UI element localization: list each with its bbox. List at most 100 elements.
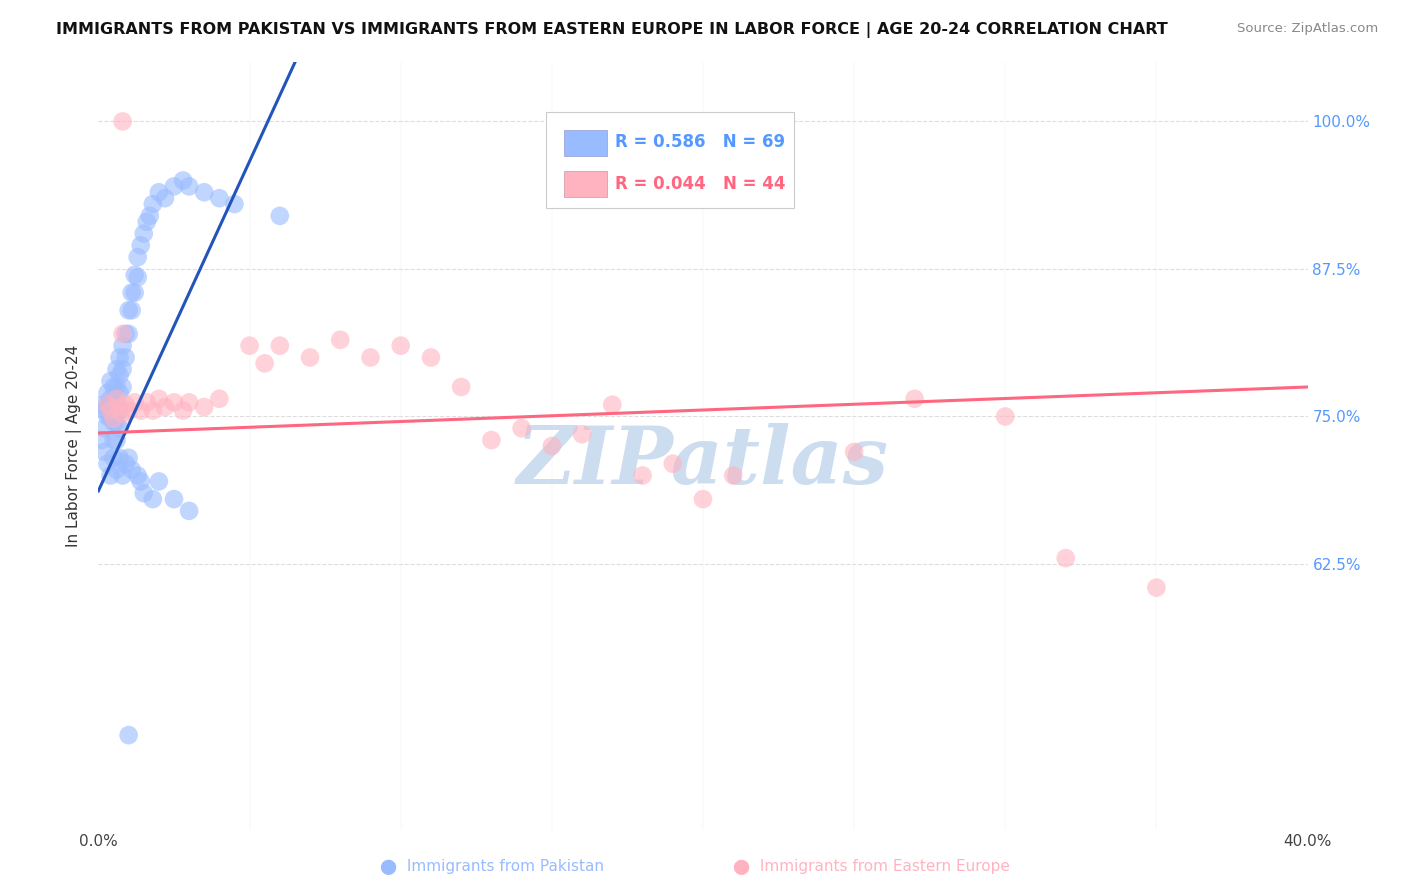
Point (111, 362, 134, 376)
Point (93, 445, 115, 459)
Point (100, 409, 122, 424)
Point (129, 238, 152, 252)
Point (103, 450, 125, 465)
Point (602, 398, 624, 412)
Point (299, 351, 322, 365)
Point (208, 191, 231, 205)
Point (139, 209, 162, 223)
Point (96, 398, 118, 412)
Point (108, 385, 131, 400)
Point (127, 270, 149, 285)
Y-axis label: In Labor Force | Age 20-24: In Labor Force | Age 20-24 (66, 345, 83, 547)
Point (179, 179, 201, 194)
Point (124, 285, 146, 300)
Point (100, 468, 122, 483)
Point (124, 395, 146, 409)
Point (132, 227, 155, 241)
Point (90, 433, 112, 447)
Text: Source: ZipAtlas.com: Source: ZipAtlas.com (1237, 22, 1378, 36)
Text: ZIPatlas: ZIPatlas (517, 423, 889, 500)
Point (118, 450, 141, 465)
Point (111, 339, 134, 353)
Point (103, 416, 125, 430)
Point (389, 339, 412, 353)
Point (108, 368, 131, 383)
Point (103, 398, 125, 412)
Point (142, 403, 165, 417)
Point (111, 380, 134, 394)
Point (111, 326, 134, 341)
Point (118, 326, 141, 341)
Point (132, 486, 155, 500)
FancyBboxPatch shape (564, 170, 607, 197)
Point (153, 400, 176, 414)
Point (1054, 551, 1077, 566)
Point (90, 398, 112, 412)
Point (723, 468, 745, 483)
Point (163, 395, 186, 409)
Point (96, 398, 118, 412)
Point (360, 351, 382, 365)
Point (105, 362, 128, 376)
Point (108, 400, 131, 414)
Point (105, 462, 128, 476)
Point (631, 468, 654, 483)
Point (148, 392, 170, 406)
Point (844, 445, 866, 459)
Point (1144, 581, 1167, 595)
Point (96, 409, 118, 424)
Point (142, 492, 165, 507)
Point (114, 326, 136, 341)
Point (93, 421, 115, 435)
Point (239, 339, 262, 353)
Point (96, 457, 118, 471)
Point (118, 728, 141, 742)
Point (121, 462, 143, 476)
Point (100, 392, 122, 406)
Text: ⬤  Immigrants from Pakistan: ⬤ Immigrants from Pakistan (380, 859, 605, 875)
Point (111, 407, 134, 421)
Point (481, 433, 503, 447)
Point (142, 197, 165, 211)
Point (148, 186, 170, 200)
Point (111, 468, 134, 483)
Point (118, 303, 141, 318)
Point (269, 209, 291, 223)
Point (114, 398, 136, 412)
Point (163, 492, 186, 507)
Point (96, 385, 118, 400)
Point (135, 215, 157, 229)
Point (540, 439, 562, 453)
Point (108, 450, 131, 465)
Point (127, 250, 149, 264)
Point (100, 403, 122, 417)
Point (224, 197, 246, 211)
Point (329, 333, 352, 347)
Point (208, 392, 231, 406)
Point (111, 114, 134, 128)
Point (103, 433, 125, 447)
Point (114, 351, 136, 365)
Point (571, 427, 593, 442)
Point (129, 403, 152, 417)
Point (108, 421, 131, 435)
FancyBboxPatch shape (564, 130, 607, 156)
Point (253, 356, 276, 370)
Point (108, 403, 131, 417)
Point (114, 457, 136, 471)
Point (420, 351, 443, 365)
Point (450, 380, 472, 394)
Point (994, 409, 1017, 424)
Text: IMMIGRANTS FROM PAKISTAN VS IMMIGRANTS FROM EASTERN EUROPE IN LABOR FORCE | AGE : IMMIGRANTS FROM PAKISTAN VS IMMIGRANTS F… (56, 22, 1168, 38)
Point (129, 475, 152, 489)
Point (179, 395, 201, 409)
Point (103, 380, 125, 394)
Point (118, 403, 141, 417)
Point (105, 380, 128, 394)
Point (148, 475, 170, 489)
Point (193, 400, 215, 414)
Point (661, 457, 683, 471)
Point (510, 421, 533, 435)
Point (121, 285, 143, 300)
Point (163, 179, 186, 194)
